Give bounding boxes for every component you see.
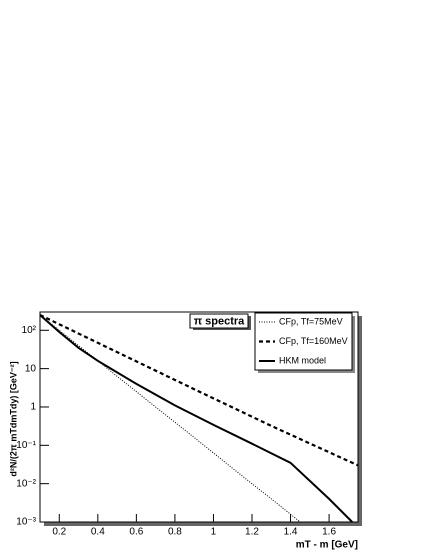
y-tick-label: 10⁻³ [16, 517, 36, 528]
y-tick-label: 10 [25, 363, 37, 374]
x-tick-label: 0.6 [129, 527, 143, 538]
x-tick-label: 1.6 [322, 527, 336, 538]
legend-label: HKM model [279, 355, 326, 365]
x-tick-label: 1.4 [284, 527, 298, 538]
x-tick-label: 1.2 [245, 527, 259, 538]
chart-title: π spectra [194, 315, 245, 327]
y-tick-label: 10⁻¹ [16, 440, 36, 451]
x-axis-label: mT - m [GeV] [296, 540, 358, 550]
y-tick-label: 10⁻² [16, 478, 36, 489]
x-tick-label: 0.4 [91, 527, 105, 538]
x-tick-label: 0.2 [52, 527, 66, 538]
legend-label: CFp, Tf=75MeV [279, 316, 343, 326]
title-box [189, 313, 249, 329]
y-tick-label: 1 [30, 402, 36, 413]
legend-label: CFp, Tf=160MeV [279, 336, 348, 346]
y-axis-label: d²N/(2π mTdmTdy) [GeV⁻²] [8, 361, 18, 476]
x-tick-label: 0.8 [168, 527, 182, 538]
y-tick-label: 10² [22, 325, 37, 336]
series-line [39, 314, 359, 467]
x-tick-label: 1 [211, 527, 217, 538]
series-line [39, 314, 353, 523]
